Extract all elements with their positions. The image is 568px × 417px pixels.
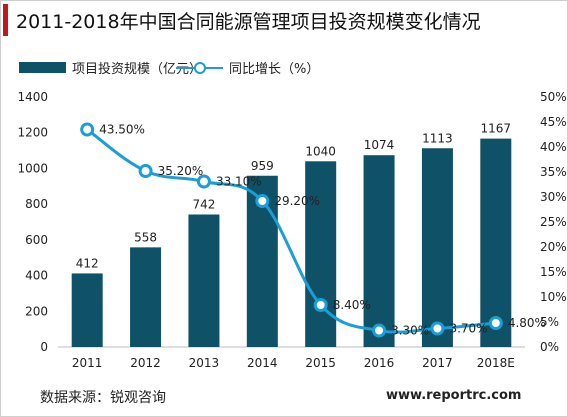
- y-left-tick-label: 1000: [17, 161, 48, 175]
- x-tick-label: 2012: [130, 356, 161, 370]
- legend-item-bar: 项目投资规模（亿元）: [19, 58, 202, 77]
- y-right-tick-label: 5%: [540, 315, 559, 329]
- growth-point: [196, 174, 211, 189]
- website-url: www.reportrc.com: [386, 388, 522, 403]
- bar-value-label: 742: [192, 198, 215, 212]
- growth-value-label: 43.50%: [99, 123, 145, 137]
- bar: [130, 247, 162, 347]
- y-right-tick-label: 50%: [540, 90, 567, 104]
- y-right-tick-label: 25%: [540, 215, 567, 229]
- growth-point: [488, 316, 503, 330]
- bar-value-label: 412: [76, 256, 99, 270]
- legend-bar-label: 项目投资规模（亿元）: [72, 62, 203, 77]
- growth-value-label: 29.20%: [274, 194, 320, 208]
- y-right-tick-label: 30%: [540, 190, 567, 204]
- growth-value-label: 4.80%: [508, 316, 546, 330]
- bar-value-label: 959: [251, 159, 274, 173]
- bar: [188, 214, 220, 347]
- y-right-tick-label: 35%: [540, 165, 567, 179]
- growth-value-label: 33.10%: [216, 175, 262, 189]
- bar-value-label: 1040: [305, 144, 336, 158]
- y-right-tick-label: 0%: [540, 340, 559, 354]
- y-left-tick-label: 1400: [17, 90, 48, 104]
- growth-value-label: 35.20%: [158, 164, 204, 178]
- growth-point: [430, 321, 445, 336]
- y-left-tick-label: 400: [25, 269, 48, 283]
- growth-value-label: 3.70%: [449, 322, 487, 336]
- bar: [480, 138, 512, 347]
- bar-value-label: 558: [134, 230, 157, 244]
- y-left-tick-label: 600: [25, 233, 48, 247]
- x-tick-label: 2018E: [477, 356, 515, 370]
- data-source: 数据来源：锐观咨询: [40, 390, 166, 406]
- legend-item-line: 同比增长（%）: [176, 58, 319, 77]
- growth-point: [255, 194, 270, 208]
- x-tick-label: 2017: [422, 356, 453, 370]
- bar: [421, 148, 453, 347]
- growth-value-label: 3.30%: [391, 324, 429, 338]
- y-left-tick-label: 200: [25, 304, 48, 318]
- y-right-tick-label: 20%: [540, 240, 567, 254]
- legend-line-swatch: [176, 61, 223, 74]
- legend-line-label: 同比增长（%）: [229, 62, 320, 77]
- x-tick-label: 2011: [72, 356, 103, 370]
- growth-point: [313, 298, 328, 312]
- y-left-tick-label: 1200: [17, 126, 48, 140]
- x-tick-label: 2016: [364, 356, 395, 370]
- growth-point: [138, 164, 153, 178]
- title-accent-bar: [3, 4, 8, 36]
- y-right-tick-label: 10%: [540, 290, 567, 304]
- chart-title: 2011-2018年中国合同能源管理项目投资规模变化情况: [16, 11, 481, 33]
- bar-value-label: 1113: [422, 131, 453, 145]
- growth-point: [80, 122, 95, 137]
- growth-point: [372, 323, 387, 338]
- y-left-tick-label: 0: [40, 340, 48, 354]
- growth-value-label: 8.40%: [333, 298, 371, 312]
- y-left-tick-label: 800: [25, 197, 48, 211]
- x-tick-label: 2013: [189, 356, 220, 370]
- y-right-tick-label: 40%: [540, 140, 567, 154]
- x-tick-label: 2014: [247, 356, 278, 370]
- legend-bar-swatch: [19, 62, 66, 73]
- bar-value-label: 1074: [364, 138, 395, 152]
- y-right-tick-label: 15%: [540, 265, 567, 279]
- y-right-tick-label: 45%: [540, 115, 567, 129]
- x-tick-label: 2015: [305, 356, 336, 370]
- bar: [363, 155, 395, 347]
- bar: [71, 273, 103, 347]
- bar: [305, 161, 337, 347]
- bar-value-label: 1167: [481, 122, 512, 136]
